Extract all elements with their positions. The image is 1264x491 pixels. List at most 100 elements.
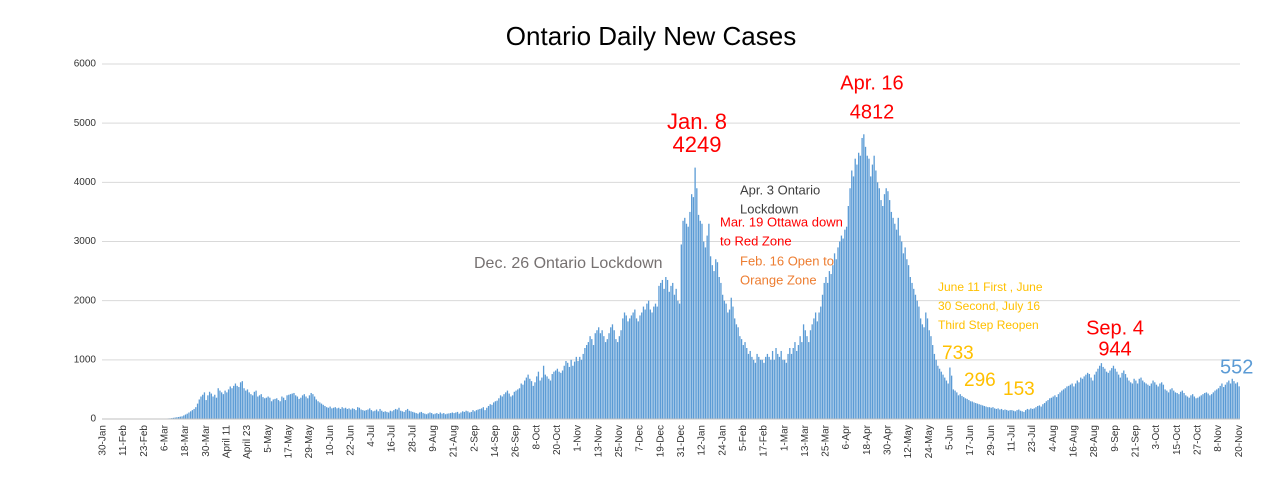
bar	[988, 407, 991, 419]
bar	[255, 390, 257, 419]
bar	[494, 401, 497, 419]
bar	[809, 330, 812, 419]
bar	[711, 265, 713, 419]
bar	[470, 411, 472, 419]
bar	[1228, 380, 1230, 419]
bar	[699, 220, 701, 419]
bar	[1107, 372, 1109, 419]
bar	[1202, 394, 1204, 419]
bar	[1054, 395, 1056, 419]
bar	[257, 396, 259, 419]
bar	[604, 342, 607, 419]
x-tick-label: 11-Feb	[118, 425, 129, 456]
annotation: 552	[1220, 356, 1253, 378]
bar	[911, 282, 913, 419]
bar	[1140, 377, 1142, 419]
x-tick-label: 7-Dec	[635, 425, 646, 452]
bar	[1097, 368, 1099, 419]
bar	[172, 417, 175, 419]
bar	[1157, 386, 1159, 419]
bar	[291, 393, 293, 419]
bar	[369, 408, 371, 419]
bar	[1143, 382, 1146, 419]
bar	[925, 312, 927, 419]
bar	[1119, 377, 1122, 419]
bar	[949, 367, 951, 419]
bar	[1004, 409, 1006, 419]
bar	[381, 410, 383, 419]
bar	[539, 380, 541, 419]
bar	[901, 241, 903, 419]
bar	[1100, 363, 1103, 419]
bar	[888, 200, 891, 419]
annotation: Third Step Reopen	[938, 318, 1039, 332]
bar	[978, 404, 980, 419]
bar	[233, 385, 235, 419]
bar	[797, 345, 800, 419]
bar	[203, 392, 206, 419]
bar	[684, 217, 686, 419]
bar	[245, 390, 247, 419]
bar	[300, 397, 302, 419]
bar	[1016, 410, 1018, 419]
bar	[568, 366, 571, 419]
bar	[923, 327, 925, 419]
bar	[685, 223, 688, 419]
bar	[1179, 391, 1182, 419]
bar	[222, 394, 225, 419]
bar	[212, 396, 214, 419]
bar	[615, 339, 617, 419]
bar	[544, 374, 546, 419]
bar	[806, 336, 808, 419]
bar	[420, 411, 423, 419]
x-tick-label: 26-Sep	[511, 425, 522, 458]
bar	[1121, 372, 1123, 419]
bar	[808, 342, 810, 419]
annotation: 944	[1098, 338, 1131, 360]
bar	[691, 194, 693, 419]
bar	[1222, 387, 1225, 419]
bar	[678, 303, 681, 419]
bar	[448, 413, 450, 419]
bar	[560, 372, 562, 419]
bar	[847, 206, 849, 419]
annotation: 296	[964, 370, 996, 391]
y-tick-label: 1000	[74, 354, 97, 365]
bar	[1055, 397, 1058, 419]
x-tick-label: 6-Mar	[159, 424, 170, 451]
bar	[224, 390, 226, 419]
bar	[828, 271, 831, 419]
bar	[747, 353, 750, 419]
bar	[987, 407, 989, 419]
x-tick-label: 4-Jul	[366, 425, 377, 447]
bar	[596, 330, 598, 419]
bar	[339, 408, 342, 419]
bar	[505, 392, 507, 419]
bar	[897, 217, 899, 419]
bar	[1073, 386, 1075, 419]
bar	[682, 220, 684, 419]
bar	[188, 412, 190, 419]
bar	[761, 359, 763, 419]
bar	[666, 279, 669, 419]
bar	[665, 277, 667, 419]
bar	[506, 390, 509, 419]
bar	[801, 342, 803, 419]
bar	[427, 413, 429, 419]
bar	[575, 356, 577, 419]
annotation: June 11 First , June	[938, 280, 1043, 294]
bar	[871, 164, 874, 419]
bar	[1093, 374, 1096, 419]
bar	[1205, 392, 1208, 419]
bar	[343, 408, 345, 419]
x-tick-label: 5-Feb	[738, 425, 749, 452]
bar	[782, 359, 784, 419]
bar	[1105, 371, 1108, 419]
annotation: Apr. 16	[840, 72, 903, 94]
bar	[921, 324, 924, 419]
bar	[293, 392, 295, 419]
bar	[184, 414, 187, 419]
bar	[914, 294, 917, 419]
bar	[1057, 394, 1060, 419]
bar	[845, 226, 848, 419]
